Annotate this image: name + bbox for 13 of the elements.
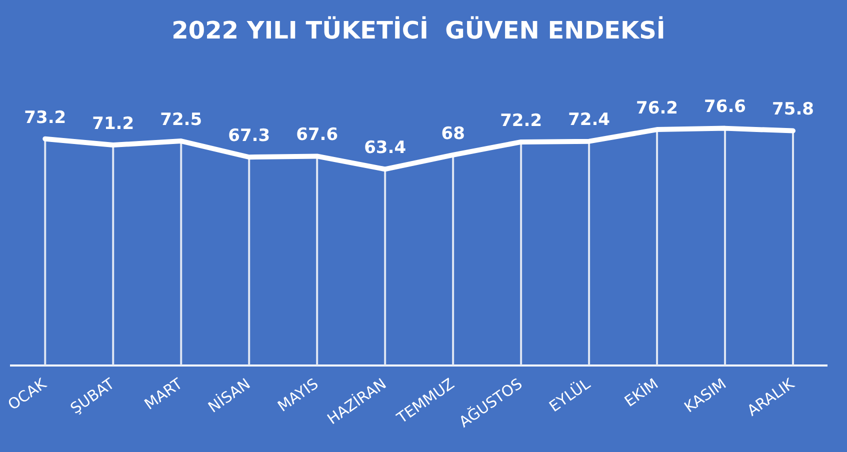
data-label: 71.2 — [92, 114, 134, 134]
data-label: 72.4 — [568, 110, 610, 130]
data-label: 75.8 — [772, 100, 814, 120]
chart-title: 2022 YILI TÜKETİCİ GÜVEN ENDEKSİ — [172, 16, 666, 45]
data-label: 67.6 — [296, 125, 338, 146]
data-label: 76.2 — [636, 98, 678, 118]
data-label: 73.2 — [24, 108, 66, 128]
data-label: 68 — [441, 124, 465, 144]
data-label: 63.4 — [364, 138, 406, 158]
data-label: 72.5 — [160, 110, 202, 130]
data-label: 76.6 — [704, 97, 746, 118]
data-label: 72.2 — [500, 110, 542, 131]
data-label: 67.3 — [228, 126, 270, 146]
